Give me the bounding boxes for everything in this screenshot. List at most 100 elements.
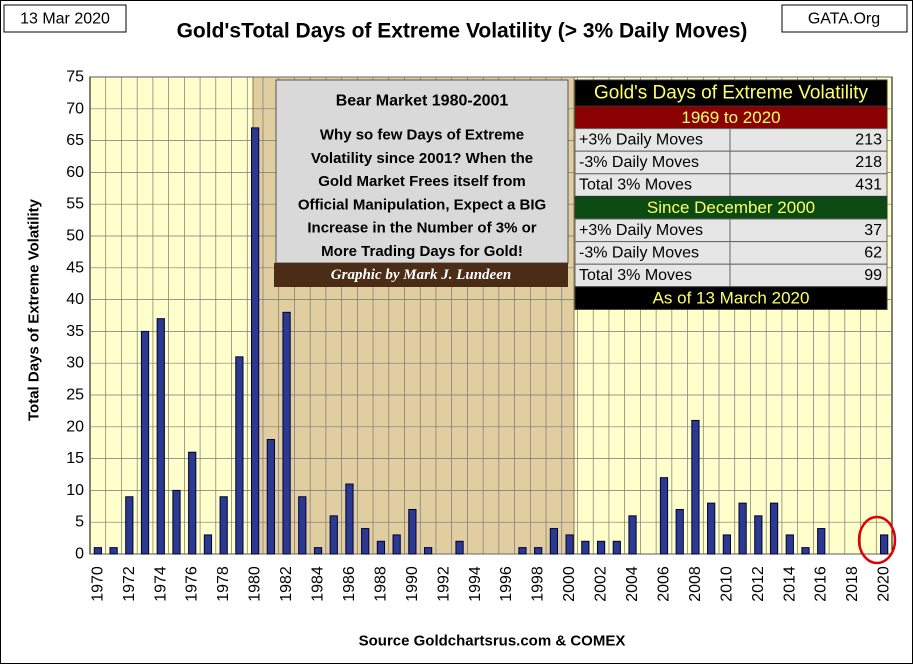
bar	[785, 534, 794, 555]
bar	[93, 547, 102, 555]
x-tick-label: 2006	[655, 566, 672, 602]
table-footer: As of 13 March 2020	[653, 289, 810, 308]
table-title: Gold's Days of Extreme Volatility	[594, 83, 868, 104]
x-tick-label: 1998	[530, 566, 547, 602]
x-tick-label: 1984	[310, 566, 327, 602]
bar	[329, 515, 338, 555]
bar	[376, 540, 386, 555]
x-tick-label: 1988	[372, 566, 389, 602]
bar	[738, 502, 747, 555]
date-label: 13 Mar 2020	[20, 11, 110, 28]
bar	[392, 534, 401, 555]
bar	[518, 547, 527, 555]
bar	[423, 547, 433, 555]
annotation-line: Volatility since 2001? When the	[311, 150, 533, 167]
x-tick-label: 1974	[152, 566, 169, 602]
bar	[581, 540, 590, 555]
bar	[769, 502, 779, 555]
table-row-label: -3% Daily Moves	[579, 244, 699, 261]
x-tick-label: 2002	[593, 566, 610, 602]
annotation-title: Bear Market 1980-2001	[336, 93, 509, 110]
y-axis-label: Total Days of Extreme Volatility	[26, 198, 43, 421]
bar	[313, 547, 323, 555]
table-row-value: 218	[855, 154, 882, 171]
x-tick-label: 1982	[278, 566, 295, 602]
x-tick-label: 2010	[718, 566, 735, 602]
table-row-value: 62	[864, 244, 882, 261]
bar	[345, 483, 354, 555]
table-row-label: +3% Daily Moves	[579, 222, 703, 239]
bar	[628, 515, 637, 555]
bar	[455, 540, 464, 555]
y-tick-label: 75	[66, 69, 84, 86]
bar	[817, 528, 826, 555]
bar	[266, 439, 275, 555]
x-tick-label: 1996	[498, 566, 515, 602]
source-label: Source Goldchartsrus.com & COMEX	[359, 633, 626, 650]
annotation-line: More Trading Days for Gold!	[321, 243, 523, 260]
bar	[612, 540, 621, 555]
annotation-box	[275, 79, 569, 264]
annotation-line: Official Manipulation, Expect a BIG	[298, 196, 546, 213]
x-tick-label: 1978	[215, 566, 232, 602]
bar	[172, 489, 181, 555]
y-tick-label: 15	[66, 450, 84, 467]
credit-box	[274, 263, 568, 287]
annotation-line: Gold Market Frees itself from	[318, 173, 526, 190]
table-heading: Since December 2000	[647, 198, 815, 217]
x-tick-label: 1986	[341, 566, 358, 602]
table-row-label: Total 3% Moves	[579, 177, 692, 194]
bar	[722, 534, 731, 555]
bar	[156, 318, 165, 555]
site-box	[781, 4, 908, 33]
table-row-label: Total 3% Moves	[579, 267, 692, 284]
x-tick-label: 1980	[247, 566, 264, 602]
bar	[361, 528, 370, 555]
x-tick-label: 2004	[624, 566, 641, 602]
annotation-line: Increase in the Number of 3% or	[307, 220, 536, 237]
table-row-label: +3% Daily Moves	[579, 131, 703, 148]
bar	[659, 477, 669, 555]
y-tick-label: 35	[66, 323, 84, 340]
date-box	[3, 4, 127, 33]
y-tick-label: 20	[66, 418, 84, 435]
highlight-circle	[857, 515, 897, 565]
bar	[298, 496, 307, 555]
x-tick-label: 2000	[561, 566, 578, 602]
y-tick-label: 5	[75, 514, 84, 531]
bar	[675, 508, 684, 555]
table-footer-bg	[574, 286, 888, 310]
bar	[408, 508, 417, 555]
y-tick-label: 70	[66, 100, 84, 117]
y-tick-label: 65	[66, 132, 84, 149]
x-tick-label: 1992	[435, 566, 452, 602]
x-tick-label: 2018	[844, 566, 861, 602]
table-row-value: 431	[855, 177, 882, 194]
bar	[219, 496, 228, 555]
credit: Graphic by Mark J. Lundeen	[331, 267, 511, 283]
bar	[140, 330, 150, 555]
bar	[880, 534, 889, 555]
x-tick-label: 2020	[876, 566, 893, 602]
y-tick-label: 60	[66, 164, 84, 181]
bar	[707, 502, 716, 555]
bar	[125, 496, 134, 555]
bar	[203, 534, 213, 555]
annotation-line: Why so few Days of Extreme	[320, 127, 524, 144]
bar	[549, 528, 559, 555]
table-row-value: 213	[855, 131, 882, 148]
table-row-label: -3% Daily Moves	[579, 154, 699, 171]
y-tick-label: 45	[66, 259, 84, 276]
bar	[251, 127, 260, 555]
site-label: GATA.Org	[808, 11, 880, 28]
bar	[754, 515, 763, 555]
y-tick-label: 30	[66, 355, 84, 372]
table-row-value: 37	[864, 222, 882, 239]
x-tick-label: 1990	[404, 566, 421, 602]
bar	[565, 534, 574, 555]
bar	[235, 356, 244, 555]
bar	[282, 311, 291, 555]
y-tick-label: 0	[75, 546, 84, 563]
x-tick-label: 2012	[750, 566, 767, 602]
